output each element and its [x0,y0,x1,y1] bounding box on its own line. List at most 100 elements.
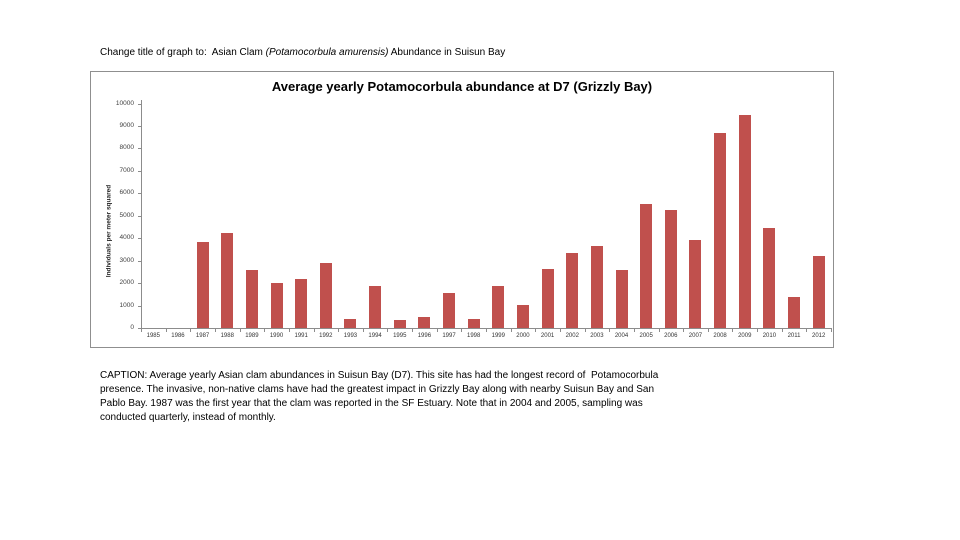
x-tick [535,329,537,332]
x-tick-label: 2001 [540,333,555,339]
y-tick [138,125,141,127]
x-tick-label: 2006 [664,333,678,339]
x-tick-label: 1990 [269,333,284,339]
x-tick-label: 1993 [343,333,358,339]
bar-2001 [541,268,554,328]
x-tick [387,329,389,332]
caption-line: conducted quarterly, instead of monthly. [100,412,276,423]
x-tick [584,329,586,332]
y-tick [138,215,141,217]
y-axis-line [141,99,142,329]
caption-text: CAPTION: Average yearly Asian clam abund… [100,369,658,425]
x-tick [412,329,414,332]
bar-2009 [738,115,751,328]
bar-1996 [418,316,431,328]
instruction-suffix: Abundance in Suisun Bay [388,47,506,58]
x-tick-label: 1989 [245,333,259,339]
x-tick-label: 1985 [146,333,160,339]
bar-2006 [664,210,677,328]
x-tick-label: 2005 [639,333,653,339]
x-tick-label: 1999 [491,333,505,339]
x-tick [510,329,512,332]
bar-2003 [590,246,603,328]
instruction-text: Change title of graph to: Asian Clam (Po… [100,47,505,58]
bar-2002 [566,253,579,328]
bar-1992 [319,263,332,328]
x-tick-label: 1988 [220,333,234,339]
caption-line: presence. The invasive, non-native clams… [100,384,655,395]
x-tick [609,329,611,332]
x-tick-label: 2011 [787,333,801,339]
bar-1999 [492,286,505,328]
x-tick-label: 1986 [171,333,185,339]
x-tick [806,329,808,332]
x-tick [288,329,290,332]
bar-1998 [467,318,480,328]
bar-2010 [763,228,776,328]
x-tick [707,329,709,332]
x-tick [781,329,783,332]
y-tick-label: 9000 [119,121,134,129]
y-tick-label: 8000 [119,144,134,152]
x-tick-label: 1987 [195,333,210,339]
caption-line: Pablo Bay. 1987 was the first year that … [100,398,643,409]
x-tick-label: 1991 [294,333,308,339]
bar-1994 [369,286,382,328]
bar-1987 [196,241,209,328]
instruction-prefix: Change title of graph to: Asian Clam [100,47,266,58]
x-tick [264,329,266,332]
x-tick-label: 1998 [466,333,481,339]
x-tick [313,329,315,332]
x-axis-line [141,328,832,329]
x-tick-label: 2007 [688,333,703,339]
caption-line: CAPTION: Average yearly Asian clam abund… [100,370,659,381]
instruction-scientific-name: (Potamocorbula amurensis) [265,47,389,58]
x-tick [486,329,487,332]
x-tick-label: 1997 [442,333,456,339]
bar-1995 [393,320,406,328]
x-tick-label: 1996 [417,333,432,339]
y-tick [138,283,141,285]
chart-title: Average yearly Potamocorbula abundance a… [271,79,653,94]
y-tick [138,238,141,240]
y-tick-label: 5000 [119,211,134,219]
y-tick-label: 7000 [119,166,134,174]
bar-2000 [516,305,529,328]
bar-1993 [344,318,357,328]
x-tick-label: 1994 [368,333,382,339]
x-tick-label: 2002 [565,333,579,339]
x-tick [831,329,832,332]
x-tick [165,329,167,332]
x-tick-label: 2003 [590,333,604,339]
y-tick [138,305,141,307]
bar-1997 [443,292,456,328]
bar-1989 [245,269,258,328]
x-tick-label: 2008 [713,333,727,339]
x-tick-label: 2010 [762,333,777,339]
y-tick [138,193,141,195]
x-tick [141,329,142,332]
bar-1988 [221,232,234,328]
x-tick-label: 1992 [319,333,333,339]
y-tick [138,328,141,329]
bar-1991 [295,279,308,328]
chart-plot-area: 0 1000 2000 3000 4000 5000 6000 7000 8000 9000 100… [91,72,833,347]
x-tick [559,329,561,332]
y-tick-label: 1000 [119,301,134,309]
bar-2011 [788,296,801,328]
bar-2005 [640,204,653,328]
x-tick [338,329,340,332]
y-tick-label: 3000 [119,256,134,264]
bar-1990 [270,283,283,328]
x-tick [732,329,734,332]
x-tick-label: 2009 [738,333,752,339]
x-tick [683,329,685,332]
bar-2008 [714,132,727,328]
y-tick-label: 4000 [119,234,134,242]
x-tick [461,329,463,332]
x-tick-label: 2012 [811,333,826,339]
x-tick [239,329,241,332]
x-tick-label: 1995 [393,333,407,339]
y-tick-label: 10000 [115,99,134,107]
